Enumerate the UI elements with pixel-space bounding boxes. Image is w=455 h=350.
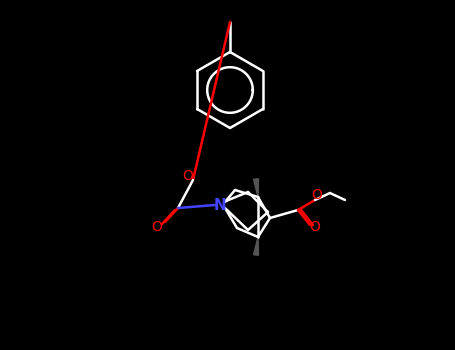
Text: O: O (309, 220, 320, 234)
Text: N: N (214, 197, 227, 212)
Polygon shape (253, 237, 258, 255)
Text: O: O (152, 220, 162, 234)
Text: O: O (182, 169, 193, 183)
Text: O: O (312, 188, 323, 202)
Polygon shape (253, 179, 258, 197)
